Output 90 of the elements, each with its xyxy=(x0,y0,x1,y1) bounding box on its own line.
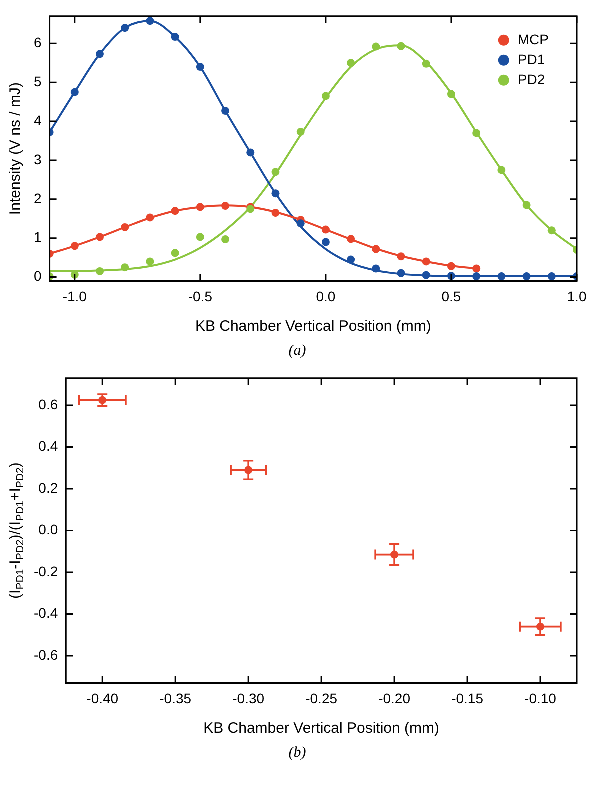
x-tick-label: -0.5 xyxy=(188,288,213,304)
point xyxy=(372,245,380,254)
point xyxy=(146,258,154,266)
point xyxy=(498,272,506,281)
point xyxy=(296,128,305,136)
point xyxy=(397,252,406,261)
y-axis-title: Intensity (V ns / mJ) xyxy=(7,82,24,216)
x-tick-label: -0.10 xyxy=(524,690,557,706)
point xyxy=(146,214,154,222)
point xyxy=(347,235,356,244)
point xyxy=(272,209,280,218)
y-tick-label: 0.6 xyxy=(38,396,58,412)
point xyxy=(244,466,253,474)
point xyxy=(322,226,330,234)
point xyxy=(171,207,180,216)
point xyxy=(397,42,406,50)
point xyxy=(372,42,380,51)
point xyxy=(96,50,104,58)
point xyxy=(121,223,130,232)
legend-label: PD1 xyxy=(518,51,546,68)
y-tick-label: 1 xyxy=(34,229,42,246)
point xyxy=(196,233,204,242)
point xyxy=(347,59,356,68)
text: (IPD1-IPD2)/(IPD1+IPD2) xyxy=(7,462,26,599)
x-axis-title: KB Chamber Vertical Position (mm) xyxy=(195,318,432,336)
point xyxy=(196,63,204,72)
point xyxy=(222,236,230,244)
x-tick-label: -0.25 xyxy=(306,690,338,706)
point xyxy=(522,201,531,210)
point xyxy=(548,226,556,235)
x-tick-label: 0.0 xyxy=(316,288,336,304)
point xyxy=(347,256,356,264)
point xyxy=(536,622,545,631)
point xyxy=(498,166,506,174)
point xyxy=(422,258,430,266)
point xyxy=(196,203,204,212)
legend-label: PD2 xyxy=(518,71,546,88)
x-tick-label: 0.5 xyxy=(442,288,462,304)
point xyxy=(472,129,481,138)
point xyxy=(121,24,130,32)
point xyxy=(96,233,104,242)
point xyxy=(146,17,154,26)
point xyxy=(222,107,230,116)
point xyxy=(548,272,556,281)
point xyxy=(472,272,481,281)
y-tick-label: 6 xyxy=(34,34,42,51)
point xyxy=(272,168,280,176)
point xyxy=(397,269,406,278)
x-tick-label: -0.35 xyxy=(160,690,192,706)
y-tick-label: -0.2 xyxy=(34,563,58,580)
point xyxy=(70,242,79,250)
point xyxy=(222,202,230,210)
point xyxy=(322,92,330,100)
point xyxy=(447,90,456,98)
point xyxy=(272,190,280,198)
text: (a) xyxy=(288,342,308,361)
point xyxy=(296,220,305,228)
x-tick-label: -0.15 xyxy=(452,690,484,706)
y-tick-label: 4 xyxy=(34,112,42,128)
y-tick-label: -0.4 xyxy=(34,605,58,622)
text: (b) xyxy=(288,744,308,763)
point xyxy=(390,550,399,559)
point xyxy=(171,33,180,42)
y-tick-label: 0 xyxy=(34,268,42,284)
y-tick-label: 5 xyxy=(34,73,42,90)
point xyxy=(322,238,330,246)
point xyxy=(70,88,79,96)
point xyxy=(246,148,255,157)
point xyxy=(96,267,104,276)
point xyxy=(422,60,430,68)
y-tick-label: 2 xyxy=(34,190,42,206)
point xyxy=(121,264,130,272)
x-tick-label: -0.20 xyxy=(378,690,411,706)
point xyxy=(447,262,456,270)
x-tick-label: -1.0 xyxy=(62,288,88,304)
y-tick-label: 0.4 xyxy=(38,438,58,454)
y-tick-label: -0.6 xyxy=(34,646,58,663)
point xyxy=(171,249,180,258)
x-tick-label: -0.30 xyxy=(232,690,265,706)
point xyxy=(372,264,380,273)
x-tick-label: 1.0 xyxy=(567,288,587,304)
point xyxy=(522,272,531,281)
x-axis-title: KB Chamber Vertical Position (mm) xyxy=(204,720,440,738)
point xyxy=(422,271,430,280)
x-tick-label: -0.40 xyxy=(86,690,119,706)
y-tick-label: 0.0 xyxy=(38,522,58,538)
legend-label: MCP xyxy=(518,31,550,48)
point xyxy=(472,264,481,273)
y-tick-label: 0.2 xyxy=(38,480,58,496)
y-tick-label: 3 xyxy=(34,151,42,168)
